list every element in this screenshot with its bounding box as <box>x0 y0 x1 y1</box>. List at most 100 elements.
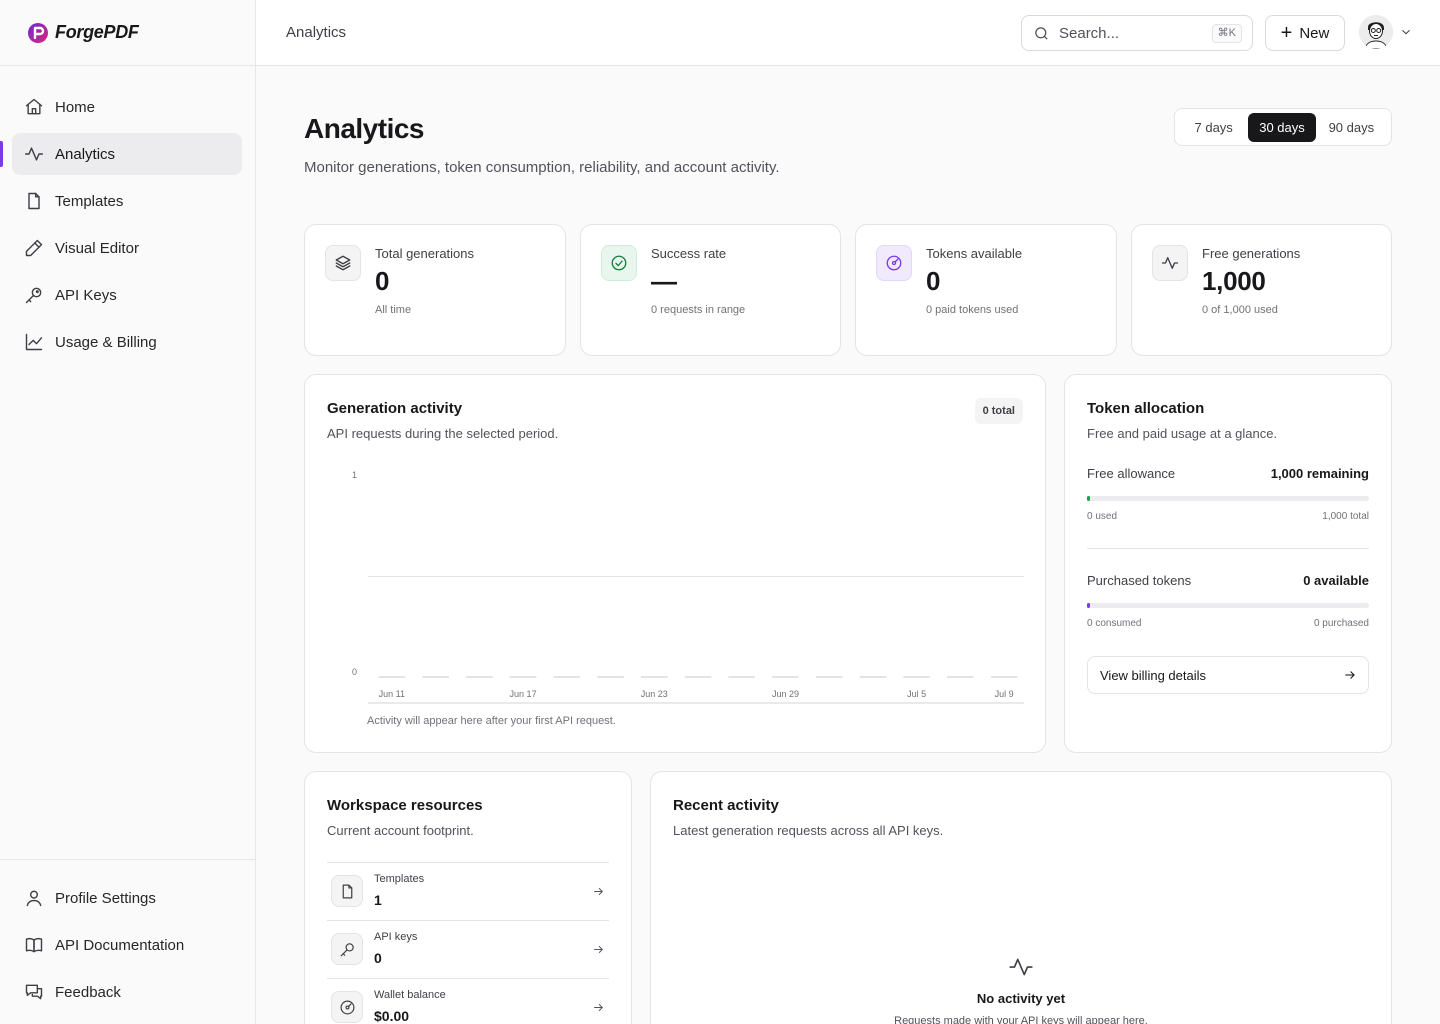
avatar[interactable] <box>1359 15 1393 49</box>
chart-empty-note: Activity will appear here after your fir… <box>367 715 616 727</box>
plus-icon: + <box>1280 22 1293 44</box>
view-billing-details-button[interactable]: View billing details <box>1087 656 1369 694</box>
stat-card-free-generations: Free generations 1,000 0 of 1,000 used <box>1131 224 1392 356</box>
sidebar-item-feedback[interactable]: Feedback <box>12 971 242 1013</box>
sidebar: ForgePDF Home Analytics Templates Visual… <box>0 0 256 1024</box>
gauge-icon <box>331 991 363 1023</box>
activity-icon <box>24 144 44 164</box>
book-icon <box>24 935 44 955</box>
chart-bar <box>684 676 712 678</box>
workspace-resources-card: Workspace resources Current account foot… <box>304 771 632 1024</box>
file-icon <box>24 191 44 211</box>
stat-sub: 0 requests in range <box>651 304 746 316</box>
purchased-tokens-label: Purchased tokens <box>1087 573 1192 588</box>
brand[interactable]: ForgePDF <box>0 0 255 66</box>
resource-list: Templates 1 API keys 0 Wallet balance $0… <box>327 862 609 1024</box>
billing-button-label: View billing details <box>1100 667 1206 683</box>
chart-bar <box>771 676 800 678</box>
new-button[interactable]: + New <box>1265 15 1345 51</box>
generation-activity-card: Generation activity API requests during … <box>304 374 1046 753</box>
card-subtitle: API requests during the selected period. <box>327 426 559 441</box>
free-allowance-value: 1,000 remaining <box>1270 466 1369 481</box>
stat-sub: All time <box>375 304 412 316</box>
activity-icon <box>1152 245 1188 281</box>
pencil-icon <box>24 238 44 258</box>
chart-x-tick-label: Jul 9 <box>995 689 1014 699</box>
range-option-30-days[interactable]: 30 days <box>1248 112 1316 142</box>
chevron-down-icon[interactable] <box>1399 25 1413 39</box>
chart-bar <box>859 676 887 678</box>
range-option-7-days[interactable]: 7 days <box>1194 119 1233 135</box>
brand-name: ForgePDF <box>55 22 139 42</box>
search-input[interactable]: Search... ⌘K <box>1021 15 1253 51</box>
search-placeholder: Search... <box>1059 24 1120 42</box>
sidebar-item-templates[interactable]: Templates <box>12 180 242 222</box>
purchased-tokens-fill <box>1087 603 1091 608</box>
card-subtitle: Current account footprint. <box>327 823 474 838</box>
chart-y-tick-label: 0 <box>352 667 357 677</box>
card-title: Token allocation <box>1087 400 1205 417</box>
empty-state-title: No activity yet <box>976 991 1066 1006</box>
card-title: Recent activity <box>673 797 779 814</box>
chart-x-tick-label: Jun 23 <box>641 689 668 699</box>
purchased-tokens-value: 0 available <box>1303 573 1369 588</box>
stat-label: Free generations <box>1202 246 1301 261</box>
user-icon <box>24 888 44 908</box>
resource-value: 0 <box>374 950 382 966</box>
chart-bar <box>465 676 493 678</box>
search-shortcut: ⌘K <box>1211 24 1242 43</box>
sidebar-item-label: API Documentation <box>55 936 185 954</box>
stat-card-total-generations: Total generations 0 All time <box>304 224 566 356</box>
stat-label: Total generations <box>375 246 475 261</box>
stat-sub: 0 paid tokens used <box>926 304 1019 316</box>
paid-consumed: 0 consumed <box>1087 618 1142 629</box>
sidebar-item-label: Visual Editor <box>55 239 139 257</box>
page-title: Analytics <box>304 113 425 144</box>
resource-value: 1 <box>374 892 382 908</box>
free-used: 0 used <box>1087 511 1118 522</box>
stat-value: 0 <box>375 266 390 296</box>
sidebar-item-api-documentation[interactable]: API Documentation <box>12 924 242 966</box>
chart-x-tick-label: Jun 11 <box>379 689 405 699</box>
resource-value: $0.00 <box>374 1008 410 1024</box>
check-circle-icon <box>601 245 637 281</box>
resource-label: Templates <box>374 873 425 885</box>
sidebar-bottom-nav: Profile Settings API Documentation Feedb… <box>0 859 255 1024</box>
stat-label: Tokens available <box>926 246 1023 261</box>
resource-row-api-keys[interactable]: API keys 0 <box>327 921 609 979</box>
chart-x-tick-label: Jun 17 <box>510 689 537 699</box>
resource-row-templates[interactable]: Templates 1 <box>327 863 609 921</box>
arrow-right-icon <box>592 943 605 956</box>
free-allowance-label: Free allowance <box>1087 466 1176 481</box>
chart-bar <box>378 676 406 678</box>
resource-label: API keys <box>374 931 418 943</box>
paid-purchased: 0 purchased <box>1313 618 1369 629</box>
chart-x-tick-label: Jul 5 <box>907 689 926 699</box>
stat-value: 0 <box>926 266 941 296</box>
sidebar-item-api-keys[interactable]: API Keys <box>12 274 242 316</box>
sidebar-item-label: Templates <box>55 192 124 210</box>
purchased-tokens-bar <box>1087 603 1369 608</box>
sidebar-item-label: Analytics <box>55 145 116 163</box>
file-icon <box>331 875 363 907</box>
stat-label: Success rate <box>651 246 727 261</box>
divider <box>1087 548 1369 549</box>
chart-line-icon <box>24 332 44 352</box>
free-allowance-fill <box>1087 496 1091 501</box>
sidebar-item-usage-billing[interactable]: Usage & Billing <box>12 321 242 363</box>
chart-bar <box>903 676 931 678</box>
forgepdf-logo-icon <box>28 22 48 43</box>
resource-row-wallet-balance[interactable]: Wallet balance $0.00 <box>327 979 609 1024</box>
arrow-right-icon <box>1345 671 1355 679</box>
sidebar-item-visual-editor[interactable]: Visual Editor <box>12 227 242 269</box>
sidebar-item-label: Profile Settings <box>55 889 156 907</box>
sidebar-item-profile-settings[interactable]: Profile Settings <box>12 877 242 919</box>
recent-activity-card: Recent activity Latest generation reques… <box>650 771 1392 1024</box>
sidebar-item-home[interactable]: Home <box>12 86 242 128</box>
sidebar-item-analytics[interactable]: Analytics <box>0 133 242 175</box>
chart-bar <box>990 676 1018 678</box>
home-icon <box>24 97 44 117</box>
chart-bar <box>509 676 537 678</box>
range-option-90-days[interactable]: 90 days <box>1328 119 1375 135</box>
sidebar-item-label: Usage & Billing <box>55 333 157 351</box>
